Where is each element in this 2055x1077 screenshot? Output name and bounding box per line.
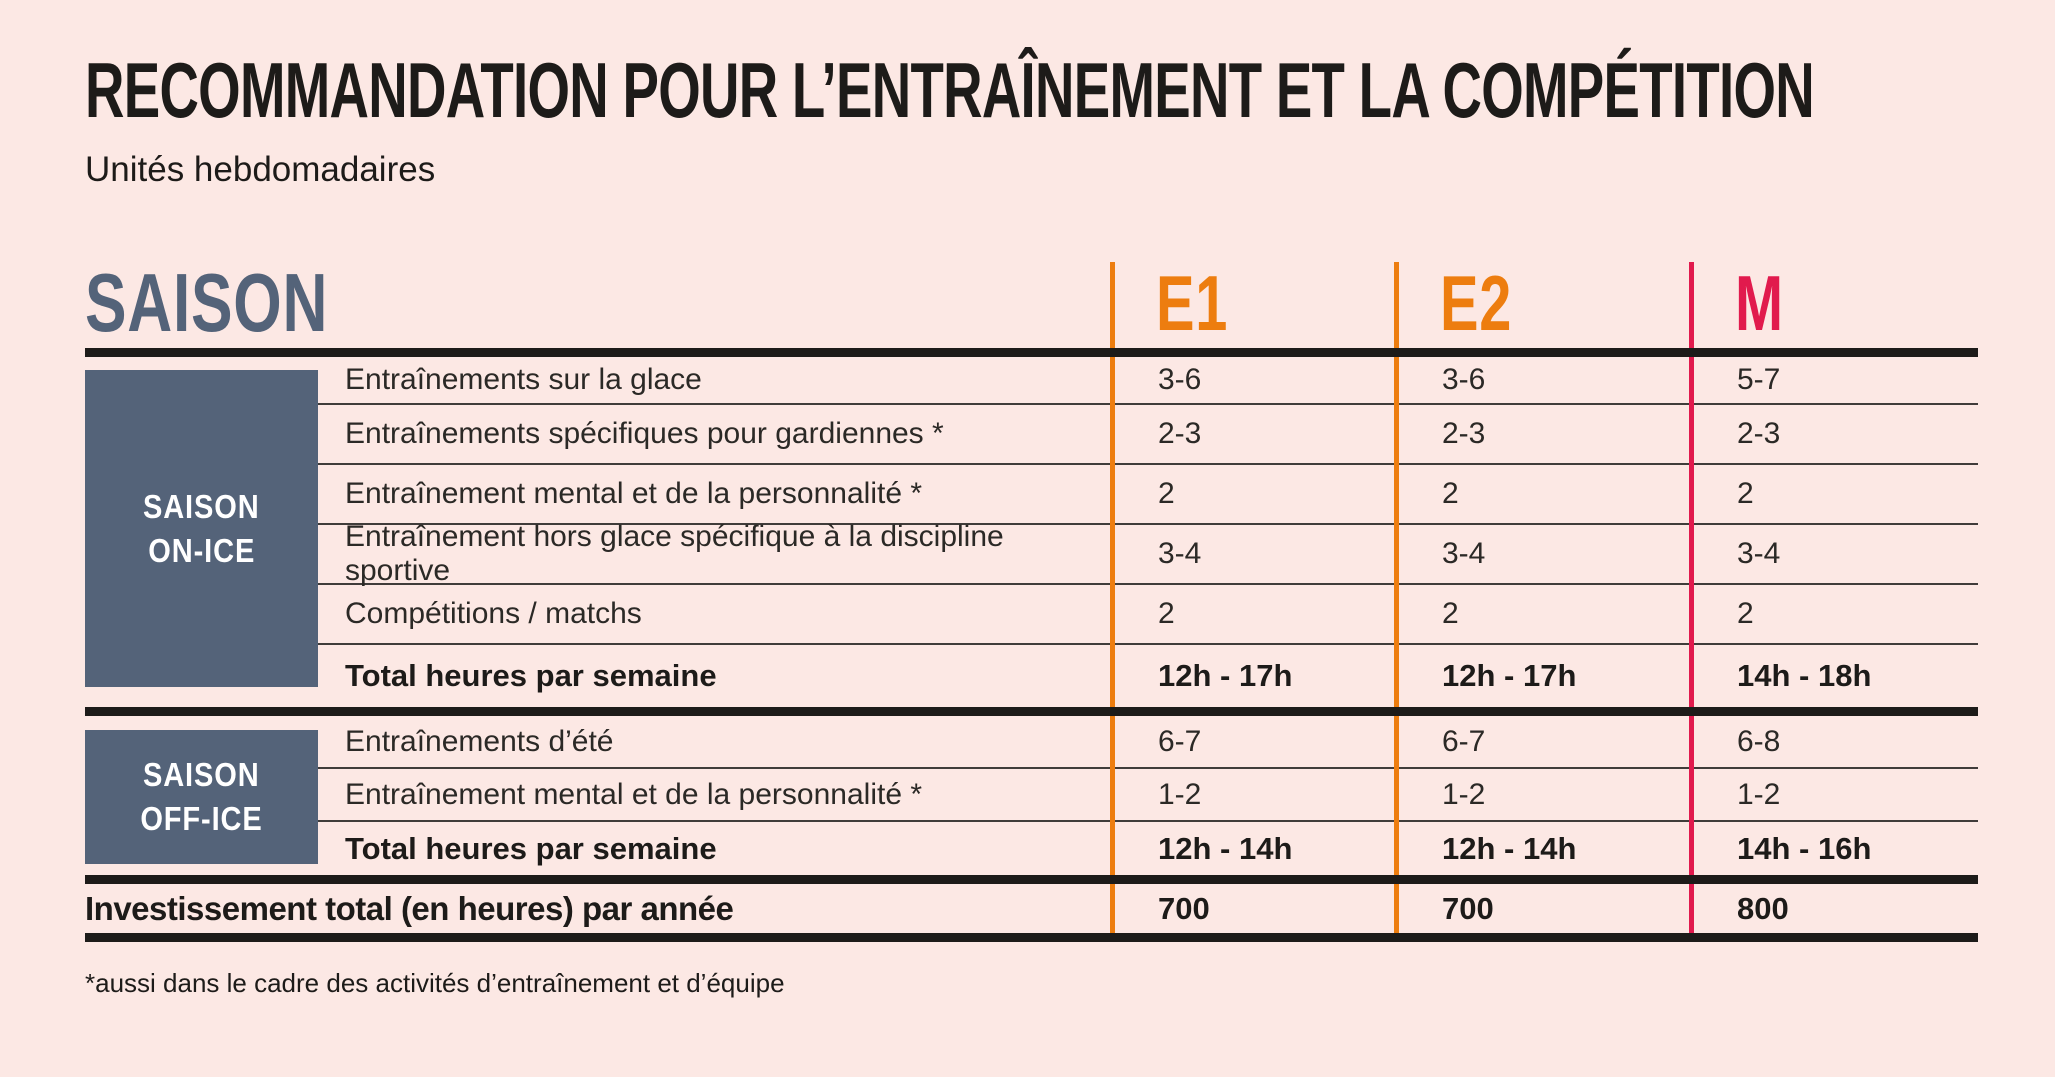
- column-divider-e2: [1394, 262, 1399, 942]
- column-header-label: E2: [1440, 259, 1513, 347]
- table-header-row: SAISON E1 E2 M: [85, 257, 1978, 348]
- group-box-off-ice: SAISON OFF-ICE: [85, 730, 318, 864]
- column-header-e2: E2: [1440, 264, 1537, 342]
- cell-value: 3-6: [1158, 363, 1202, 396]
- cell-value: 2-3: [1158, 417, 1202, 450]
- table-row: Entraînements spécifiques pour gardienne…: [85, 405, 1978, 465]
- column-divider-m: [1689, 262, 1694, 942]
- cell-value: 12h - 17h: [1442, 658, 1577, 693]
- group-box-on-ice-line2: ON-ICE: [148, 531, 255, 569]
- table-row: Total heures par semaine 12h - 14h 12h - 1…: [85, 822, 1978, 875]
- cell-value: 2: [1737, 477, 1754, 510]
- cell-value: 3-6: [1442, 363, 1486, 396]
- summary-value-e1: 700: [1158, 890, 1210, 926]
- cell-value: 1-2: [1442, 777, 1486, 811]
- column-header-m: M: [1735, 264, 1801, 342]
- footnote: *aussi dans le cadre des activités d’ent…: [85, 968, 785, 998]
- page-title: RECOMMANDATION POUR L’ENTRAÎNEMENT ET LA…: [85, 46, 2055, 134]
- summary-row: Investissement total (en heures) par ann…: [85, 884, 1978, 933]
- group-box-on-ice: SAISON ON-ICE: [85, 370, 318, 687]
- group-box-off-ice-line1: SAISON: [143, 756, 260, 794]
- row-label: Entraînements d’été: [345, 724, 614, 758]
- page-subtitle: Unités hebdomadaires: [85, 150, 436, 189]
- season-column-header: SAISON: [85, 261, 409, 344]
- table-row: Entraînement hors glace spécifique à la …: [85, 520, 1978, 587]
- row-label: Entraînement hors glace spécifique à la …: [345, 520, 1004, 587]
- section-off-ice-rows: Entraînements d’été 6-7 6-7 6-8 Entraînement…: [85, 716, 1978, 875]
- row-label: Entraînements sur la glace: [345, 363, 702, 396]
- cell-value: 3-4: [1737, 537, 1781, 570]
- table-row: Entraînement mental et de la personnalit…: [85, 769, 1978, 822]
- table-row: Entraînements sur la glace 3-6 3-6 5-7: [85, 357, 1978, 405]
- recommendation-table: SAISON E1 E2 M Entraînements sur la glace 3…: [85, 257, 1978, 942]
- cell-value: 2: [1442, 597, 1459, 630]
- thick-rule-bottom: [85, 933, 1978, 942]
- cell-value: 5-7: [1737, 363, 1781, 396]
- table-row: Total heures par semaine 12h - 17h 12h - 1…: [85, 645, 1978, 707]
- cell-value: 2: [1158, 477, 1175, 510]
- cell-value: 3-4: [1158, 537, 1202, 570]
- group-box-off-ice-line2: OFF-ICE: [140, 800, 263, 837]
- row-label: Entraînement mental et de la personnalit…: [345, 477, 923, 510]
- row-label: Entraînements spécifiques pour gardienne…: [345, 417, 944, 450]
- table-row: Compétitions / matchs 2 2 2: [85, 585, 1978, 645]
- row-label: Entraînement mental et de la personnalit…: [345, 777, 923, 811]
- column-divider-e1: [1110, 262, 1115, 942]
- summary-value-e2: 700: [1442, 890, 1494, 926]
- thick-rule-mid: [85, 707, 1978, 716]
- page-title-text: RECOMMANDATION POUR L’ENTRAÎNEMENT ET LA…: [85, 46, 1815, 134]
- season-header-label: SAISON: [85, 256, 329, 349]
- cell-value: 2: [1737, 597, 1754, 630]
- cell-value: 14h - 16h: [1737, 830, 1872, 866]
- cell-value: 2-3: [1737, 417, 1781, 450]
- thick-rule-summary-top: [85, 875, 1978, 884]
- summary-value-m: 800: [1737, 890, 1789, 926]
- cell-value: 2: [1442, 477, 1459, 510]
- column-header-label: M: [1735, 259, 1784, 347]
- thick-rule-header: [85, 348, 1978, 357]
- summary-row-label: Investissement total (en heures) par ann…: [85, 889, 734, 927]
- cell-value: 1-2: [1737, 777, 1781, 811]
- column-header-e1: E1: [1156, 264, 1253, 342]
- section-on-ice-rows: Entraînements sur la glace 3-6 3-6 5-7 Entra…: [85, 357, 1978, 707]
- cell-value: 12h - 14h: [1158, 830, 1293, 866]
- cell-value: 6-8: [1737, 724, 1781, 758]
- cell-value: 2: [1158, 597, 1175, 630]
- cell-value: 12h - 17h: [1158, 658, 1293, 693]
- group-box-on-ice-line1: SAISON: [143, 487, 260, 525]
- cell-value: 1-2: [1158, 777, 1202, 811]
- cell-value: 14h - 18h: [1737, 658, 1872, 693]
- row-label: Total heures par semaine: [345, 658, 717, 693]
- table-row: Entraînement mental et de la personnalit…: [85, 465, 1978, 525]
- cell-value: 12h - 14h: [1442, 830, 1577, 866]
- cell-value: 6-7: [1158, 724, 1202, 758]
- cell-value: 3-4: [1442, 537, 1486, 570]
- cell-value: 6-7: [1442, 724, 1486, 758]
- row-label: Total heures par semaine: [345, 830, 717, 866]
- row-label: Compétitions / matchs: [345, 597, 642, 630]
- cell-value: 2-3: [1442, 417, 1486, 450]
- column-header-label: E1: [1156, 259, 1229, 347]
- table-row: Entraînements d’été 6-7 6-7 6-8: [85, 716, 1978, 769]
